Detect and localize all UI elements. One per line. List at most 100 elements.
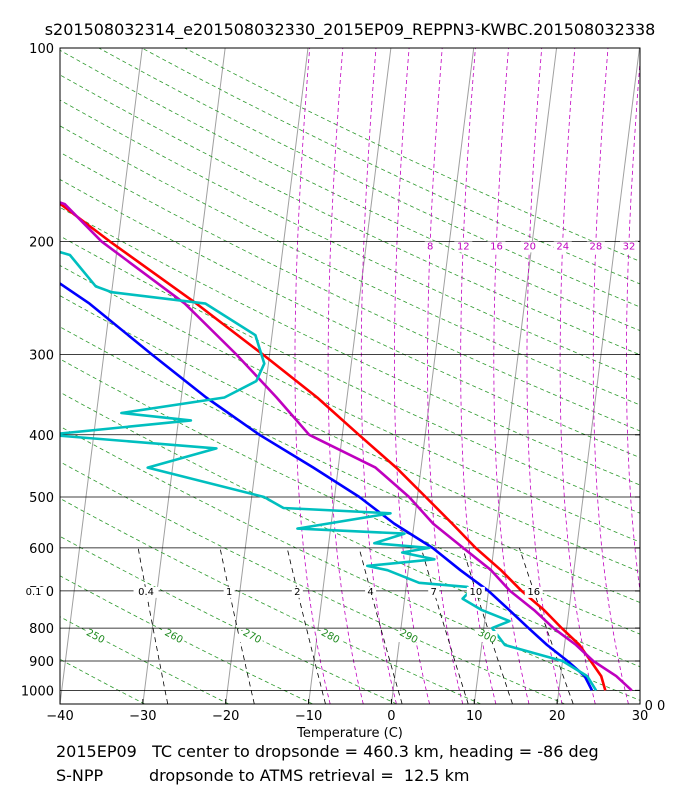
moist-adiabat-line <box>592 48 629 704</box>
dry-adiabat-label: 290 <box>397 627 419 646</box>
x-tick-label: 0 <box>387 709 395 724</box>
isotherm-line <box>142 48 226 704</box>
sounding-curves <box>60 201 633 692</box>
dry-adiabat-line <box>60 391 640 668</box>
dry-adiabat-line <box>60 575 313 704</box>
dry-adiabat-line <box>60 535 397 704</box>
moist-adiabat-label: 12 <box>457 241 470 252</box>
label-background <box>520 241 539 253</box>
label-background <box>487 241 506 253</box>
y-tick-label: 1000 <box>21 684 54 699</box>
plot-frame <box>59 47 641 705</box>
label-background <box>291 586 303 598</box>
dry-adiabat-line <box>60 206 640 486</box>
mixing-ratio-label: 10 <box>469 587 482 598</box>
label-background <box>524 586 543 598</box>
y-tick-label: 300 <box>29 348 54 363</box>
mixing-ratio-label: 1 <box>226 587 232 598</box>
moist-adiabat-line <box>626 56 640 594</box>
y-tick-label: 500 <box>29 491 54 506</box>
mixing-ratio-label: 0.4 <box>138 587 154 598</box>
label-background <box>316 631 341 643</box>
label-background <box>473 631 498 643</box>
label-background <box>454 241 473 253</box>
mixing-ratio-line <box>219 547 255 704</box>
isotherm-line <box>556 48 640 704</box>
x-tick-label: 20 <box>549 709 566 724</box>
dry-adiabat-line <box>60 49 640 332</box>
y-tick-label: 600 <box>29 542 54 557</box>
label-background <box>133 586 159 598</box>
isotherm-line <box>0 48 59 704</box>
series-temperature <box>60 201 607 691</box>
moist-adiabat-line <box>493 48 530 704</box>
x-tick-label: −20 <box>212 709 239 724</box>
dry-adiabat-line <box>60 703 61 704</box>
mixing-ratio-line <box>420 547 469 704</box>
moist-adiabat-line <box>427 48 464 704</box>
dry-adiabat-line <box>60 265 640 543</box>
moist-adiabat-label: 28 <box>590 241 603 252</box>
dry-adiabat-label: 270 <box>241 627 263 646</box>
dry-adiabat-line <box>60 295 640 573</box>
x-tick-label: 10 <box>466 709 483 724</box>
label-background <box>21 586 47 598</box>
moist-adiabat-line <box>559 48 596 704</box>
moist-adiabat-line <box>327 48 364 704</box>
isotherm-line <box>473 48 558 704</box>
dry-adiabat-line <box>60 74 640 356</box>
footer-line-1: 2015EP09 TC center to dropsonde = 460.3 … <box>56 742 599 761</box>
dry-adiabat-line <box>60 616 229 704</box>
series-atms-retrieval-temperature <box>60 201 633 692</box>
moist-adiabat-label: 32 <box>623 241 636 252</box>
x-tick-label: 30 <box>632 709 649 724</box>
dry-adiabat-line <box>60 179 640 459</box>
chart-title: s201508032314_e201508032330_2015EP09_REP… <box>44 20 656 39</box>
dry-adiabat-label: 260 <box>163 627 185 646</box>
mixing-ratio-line <box>137 547 169 704</box>
series-atms-retrieval-dewpoint <box>60 250 598 692</box>
moist-adiabat-line <box>294 48 331 704</box>
y-tick-label: 200 <box>29 235 54 250</box>
label-background <box>466 586 485 598</box>
isotherm-line <box>390 48 475 704</box>
series-dewpoint <box>60 281 594 691</box>
label-background <box>365 586 377 598</box>
mixing-ratio-label: 2 <box>294 587 300 598</box>
label-background <box>428 586 440 598</box>
dry-adiabat-label: 280 <box>319 627 341 646</box>
mixing-ratio-line <box>519 547 574 704</box>
y-tick-label: 400 <box>29 429 54 444</box>
mixing-ratio-label: 4 <box>367 587 373 598</box>
moist-adiabat-label: 20 <box>523 241 536 252</box>
label-background <box>160 631 185 643</box>
isotherm-line <box>639 699 640 704</box>
dry-adiabat-label: 250 <box>84 627 106 646</box>
mixing-ratio-line <box>358 547 403 704</box>
mixing-ratio-label: 16 <box>527 587 540 598</box>
dry-adiabat-line <box>141 48 640 285</box>
y-tick-label: 100 <box>29 42 54 57</box>
dry-adiabat-line <box>184 48 640 262</box>
isotherm-line <box>60 48 143 704</box>
label-background <box>424 241 436 253</box>
isotherm-line <box>225 48 309 704</box>
label-background <box>395 631 420 643</box>
y-tick-label: 800 <box>29 622 54 637</box>
footer-line-2: S-NPP dropsonde to ATMS retrieval = 12.5… <box>56 766 470 785</box>
moist-adiabat-line <box>526 48 563 704</box>
dry-adiabat-line <box>60 425 640 701</box>
x-axis-label: Temperature (C) <box>296 726 403 741</box>
isotherm-line <box>308 48 392 704</box>
label-background <box>553 241 572 253</box>
corner-label: 0 0 <box>645 699 666 714</box>
y-tick-label: 900 <box>29 655 54 670</box>
grid-layer <box>0 48 640 704</box>
moist-adiabat-line <box>360 48 397 704</box>
x-tick-label: −10 <box>295 709 322 724</box>
label-background <box>620 241 639 253</box>
dry-adiabat-line <box>98 48 640 308</box>
